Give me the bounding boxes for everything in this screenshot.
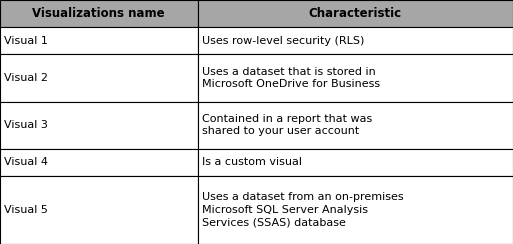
Bar bbox=[198, 102, 513, 149]
Text: Is a custom visual: Is a custom visual bbox=[202, 157, 302, 167]
Bar bbox=[0, 54, 198, 102]
Bar bbox=[0, 0, 198, 27]
Text: Visual 3: Visual 3 bbox=[4, 120, 48, 130]
Bar bbox=[198, 149, 513, 176]
Bar bbox=[198, 0, 513, 27]
Text: Visualizations name: Visualizations name bbox=[32, 7, 165, 20]
Bar bbox=[0, 27, 198, 54]
Bar bbox=[0, 149, 198, 176]
Text: Contained in a report that was
shared to your user account: Contained in a report that was shared to… bbox=[202, 114, 372, 136]
Bar bbox=[198, 54, 513, 102]
Text: Uses a dataset that is stored in
Microsoft OneDrive for Business: Uses a dataset that is stored in Microso… bbox=[202, 67, 380, 90]
Bar bbox=[0, 102, 198, 149]
Bar bbox=[198, 176, 513, 244]
Text: Visual 4: Visual 4 bbox=[4, 157, 48, 167]
Text: Characteristic: Characteristic bbox=[309, 7, 402, 20]
Bar bbox=[0, 176, 198, 244]
Text: Visual 1: Visual 1 bbox=[4, 36, 48, 46]
Bar bbox=[198, 27, 513, 54]
Text: Visual 2: Visual 2 bbox=[4, 73, 48, 83]
Text: Visual 5: Visual 5 bbox=[4, 205, 48, 215]
Text: Uses a dataset from an on-premises
Microsoft SQL Server Analysis
Services (SSAS): Uses a dataset from an on-premises Micro… bbox=[202, 192, 403, 228]
Text: Uses row-level security (RLS): Uses row-level security (RLS) bbox=[202, 36, 364, 46]
